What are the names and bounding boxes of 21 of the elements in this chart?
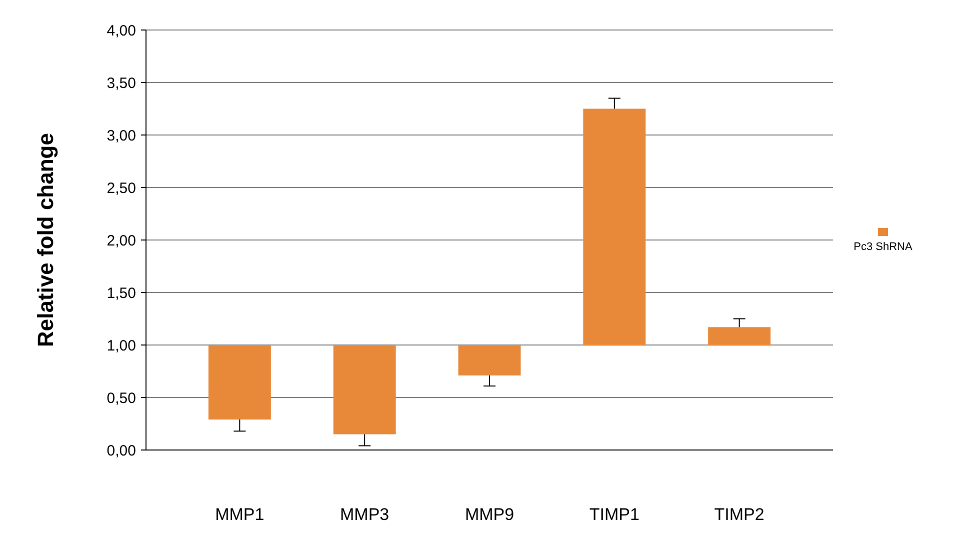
bar: [333, 345, 396, 434]
y-tick-label: 1,50: [106, 284, 136, 302]
y-tick-label: 4,00: [106, 22, 136, 40]
y-tick-label: 3,50: [106, 74, 136, 92]
y-tick-label: 0,00: [106, 442, 136, 460]
x-tick-label: MMP9: [464, 505, 514, 524]
x-tick-label: MMP1: [215, 505, 264, 524]
x-tick-label: TIMP1: [589, 505, 640, 524]
bar: [458, 345, 521, 376]
y-tick-label: 0,50: [106, 390, 136, 407]
y-tick-label: 2,50: [106, 180, 136, 197]
y-tick-label: 1,00: [106, 337, 136, 354]
bar: [208, 345, 271, 420]
bar: [708, 327, 771, 345]
x-tick-label: MMP3: [340, 505, 390, 524]
y-axis-title: Relative fold change: [33, 133, 58, 347]
y-tick-label: 3,00: [106, 127, 136, 144]
x-tick-label: TIMP2: [714, 505, 764, 524]
bar: [583, 108, 646, 345]
y-tick-label: 2,00: [106, 232, 136, 250]
legend-label: Pc3 ShRNA: [854, 241, 913, 253]
